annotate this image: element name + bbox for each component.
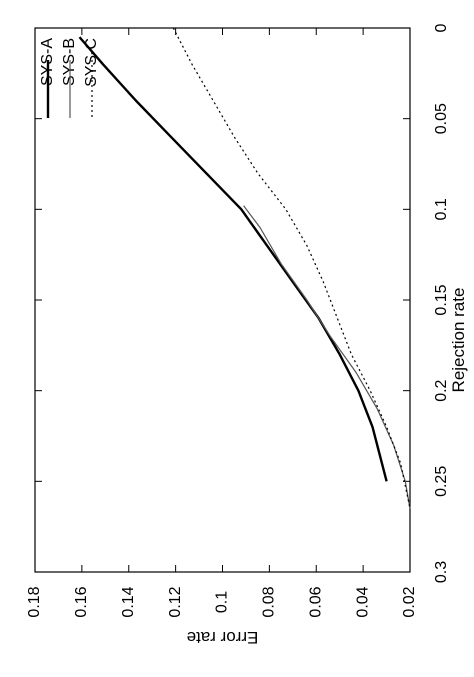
y-tick-label: 0.16 (73, 586, 90, 617)
rejection-rate-tick-group: 0 0.05 0.1 0.15 0.2 0.25 0.3 (35, 23, 450, 583)
x-tick-label: 0.05 (433, 103, 450, 134)
series-layer (78, 27, 411, 509)
series-line-sys-c (172, 27, 411, 509)
series-line-sys-b (243, 205, 411, 509)
y-tick-label: 0.14 (120, 586, 137, 617)
x-axis-title: Rejection rate (449, 288, 468, 393)
x-tick-label: 0 (433, 23, 450, 32)
y-tick-label: 0.12 (167, 586, 184, 617)
legend-label-sys-c: SYS-C (83, 38, 100, 87)
y-tick-label: 0.02 (401, 586, 418, 617)
y-tick-label: 0.08 (261, 586, 278, 617)
error-rate-tick-group: 0.02 0.04 0.06 0.08 0.1 0.12 0.14 0.16 0.18 (26, 28, 418, 618)
x-tick-label: 0.2 (433, 379, 450, 401)
plot-frame (34, 27, 411, 573)
y-tick-label: 0.06 (307, 586, 324, 617)
x-tick-label: 0.15 (433, 284, 450, 315)
series-line-sys-a (78, 36, 388, 482)
y-tick-label: 0.18 (26, 586, 43, 617)
x-tick-label: 0.1 (433, 198, 450, 220)
y-tick-label: 0.1 (214, 591, 231, 613)
y-tick-label: 0.04 (354, 586, 371, 617)
x-tick-label: 0.25 (433, 466, 450, 497)
y-axis-title: Error rate (187, 628, 259, 647)
x-tick-label: 0.3 (433, 561, 450, 583)
